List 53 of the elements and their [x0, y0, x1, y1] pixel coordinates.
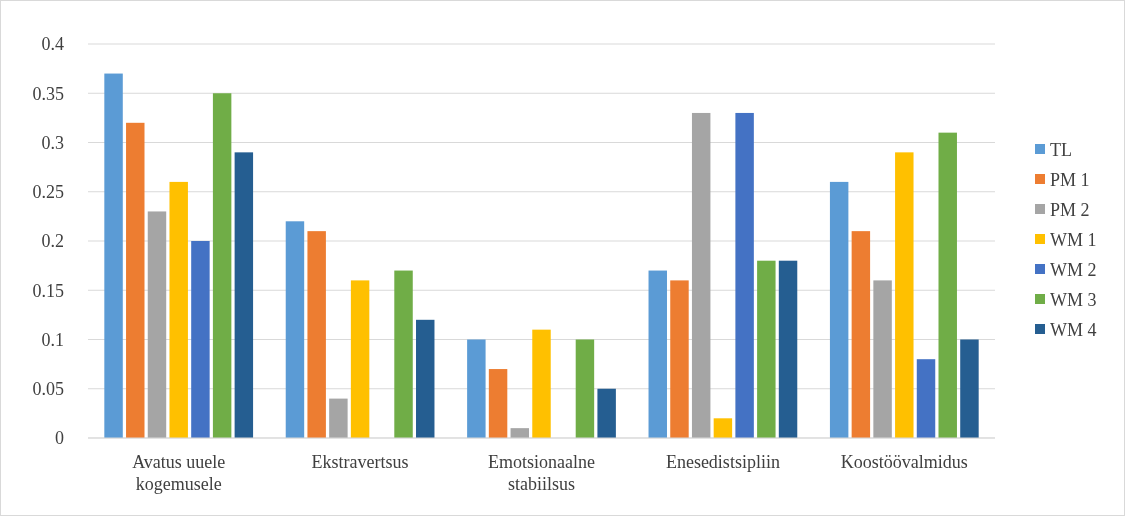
bar [670, 280, 689, 438]
bar [234, 152, 254, 438]
bar [350, 280, 370, 438]
bar [169, 181, 188, 438]
bar [757, 260, 776, 438]
x-tick-label: Emotsionaalne stabiilsus [488, 452, 595, 494]
legend-label: WM 3 [1050, 290, 1097, 311]
legend-label: WM 1 [1050, 230, 1097, 251]
legend-label: PM 1 [1050, 170, 1090, 191]
x-tick-label: Ekstravertsus [311, 452, 409, 472]
legend-label: WM 4 [1050, 320, 1097, 341]
bar [597, 388, 616, 438]
bar [307, 231, 326, 438]
bar [713, 418, 733, 438]
bar [394, 270, 413, 438]
x-tick-label: Enesedistsipliin [665, 452, 780, 472]
legend-label: PM 2 [1050, 200, 1090, 221]
bar [532, 329, 551, 438]
bar [212, 93, 232, 438]
bar [895, 152, 914, 438]
bar [104, 73, 123, 438]
bar [147, 211, 167, 438]
y-tick-label: 0.35 [32, 83, 64, 104]
y-tick-label: 0.1 [41, 329, 64, 350]
x-tick-label: Koostöövalmidus [840, 452, 968, 472]
bar [691, 112, 711, 438]
bar [285, 221, 305, 438]
y-tick-label: 0.05 [32, 379, 64, 400]
bar [916, 359, 936, 438]
bar [735, 112, 754, 438]
bar [873, 280, 892, 438]
bar [126, 122, 145, 438]
bar [648, 270, 667, 438]
legend-label: WM 2 [1050, 260, 1097, 281]
bar [851, 231, 871, 438]
bar [191, 241, 210, 438]
y-tick-label: 0 [55, 428, 64, 449]
y-tick-label: 0.15 [32, 280, 64, 301]
bar [829, 181, 849, 438]
bar [938, 132, 957, 438]
bar [488, 369, 508, 438]
bar [329, 398, 348, 438]
bar [467, 339, 486, 438]
legend-label: TL [1050, 140, 1072, 161]
x-tick-label: Avatus uuele kogemusele [132, 452, 226, 494]
y-tick-label: 0.2 [41, 231, 64, 252]
bar [575, 339, 595, 438]
bar [960, 339, 979, 438]
y-tick-label: 0.3 [41, 132, 64, 153]
y-tick-label: 0.4 [41, 34, 64, 55]
bar [416, 319, 435, 438]
bar [778, 260, 798, 438]
y-tick-label: 0.25 [32, 182, 64, 203]
